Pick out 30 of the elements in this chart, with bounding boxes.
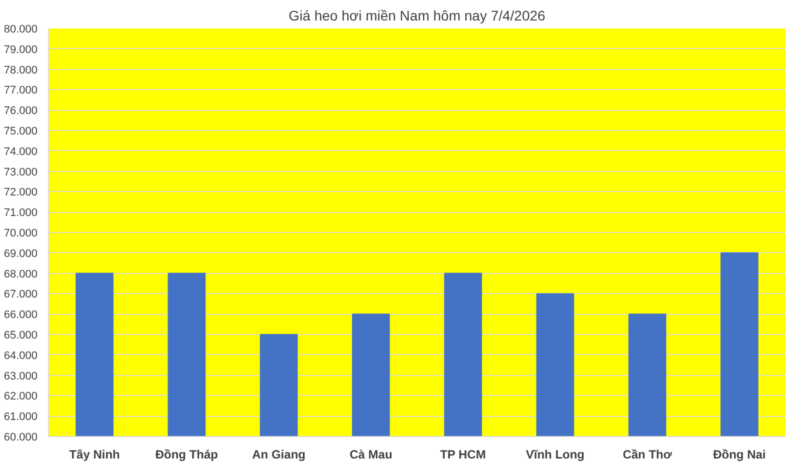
y-tick-label: 72.000	[4, 186, 38, 199]
y-tick-label: 70.000	[4, 228, 38, 240]
y-tick-label: 61.000	[4, 411, 38, 424]
y-tick-label: 63.000	[4, 370, 38, 382]
x-tick-label: Đồng Nai	[713, 448, 766, 462]
y-tick-label: 60.000	[4, 432, 38, 444]
y-tick-label: 75.000	[4, 126, 38, 138]
y-tick-label: 67.000	[4, 288, 38, 301]
y-tick-label: 80.000	[4, 24, 38, 36]
x-tick-label: Cà Mau	[350, 448, 392, 462]
y-tick-label: 78.000	[4, 64, 38, 76]
y-tick-label: 62.000	[4, 390, 38, 403]
chart-title: Giá heo hơi miền Nam hôm nay 7/4/2026	[288, 8, 546, 24]
y-tick-label: 74.000	[4, 146, 38, 158]
y-tick-label: 71.000	[4, 207, 38, 220]
y-tick-label: 64.000	[4, 350, 38, 362]
y-tick-label: 66.000	[4, 309, 38, 322]
y-tick-label: 73.000	[4, 166, 38, 178]
y-tick-label: 69.000	[4, 248, 38, 260]
x-tick-label: Tây Ninh	[69, 448, 120, 462]
x-tick-label: TP HCM	[440, 448, 486, 462]
y-tick-label: 68.000	[4, 268, 38, 280]
x-tick-label: Cần Thơ	[622, 448, 672, 462]
x-tick-label: Vĩnh Long	[526, 448, 585, 462]
y-tick-label: 65.000	[4, 330, 38, 342]
y-tick-label: 76.000	[4, 105, 38, 118]
x-tick-label: An Giang	[252, 448, 306, 462]
x-tick-label: Đồng Tháp	[155, 448, 218, 462]
y-tick-label: 77.000	[4, 84, 38, 97]
y-tick-label: 79.000	[4, 44, 38, 56]
